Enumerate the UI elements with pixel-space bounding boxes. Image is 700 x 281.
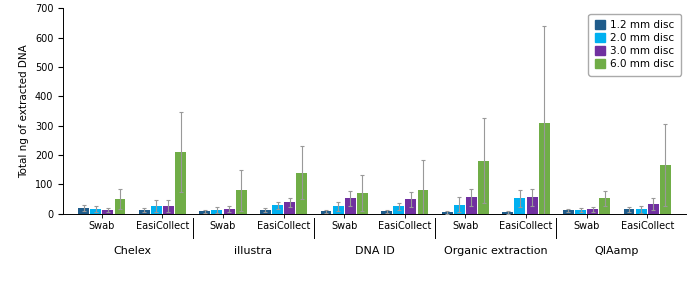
Bar bbox=[405, 200, 416, 214]
Bar bbox=[575, 210, 586, 214]
Bar bbox=[514, 198, 526, 214]
Text: DNA ID: DNA ID bbox=[355, 246, 394, 256]
Bar bbox=[539, 123, 550, 214]
Bar bbox=[648, 204, 659, 214]
Bar bbox=[624, 209, 634, 214]
Bar bbox=[321, 211, 332, 214]
Bar bbox=[357, 193, 368, 214]
Bar bbox=[163, 206, 174, 214]
Bar bbox=[78, 208, 89, 214]
Bar bbox=[175, 152, 186, 214]
Bar bbox=[102, 210, 113, 214]
Bar bbox=[223, 209, 235, 214]
Bar bbox=[417, 189, 428, 214]
Bar bbox=[587, 209, 598, 214]
Text: QIAamp: QIAamp bbox=[595, 246, 639, 256]
Bar bbox=[151, 206, 162, 214]
Bar bbox=[90, 209, 101, 214]
Legend: 1.2 mm disc, 2.0 mm disc, 3.0 mm disc, 6.0 mm disc: 1.2 mm disc, 2.0 mm disc, 3.0 mm disc, 6… bbox=[589, 14, 681, 76]
Bar bbox=[599, 198, 610, 214]
Y-axis label: Total ng of extracted DNA: Total ng of extracted DNA bbox=[19, 44, 29, 178]
Bar bbox=[526, 198, 538, 214]
Text: Chelex: Chelex bbox=[113, 246, 151, 256]
Bar bbox=[393, 206, 404, 214]
Bar bbox=[296, 173, 307, 214]
Bar bbox=[211, 210, 223, 214]
Bar bbox=[503, 212, 513, 214]
Bar bbox=[478, 161, 489, 214]
Bar bbox=[236, 190, 246, 214]
Bar bbox=[272, 205, 283, 214]
Bar bbox=[636, 209, 647, 214]
Bar bbox=[115, 199, 125, 214]
Bar bbox=[382, 211, 392, 214]
Bar bbox=[345, 198, 356, 214]
Bar bbox=[199, 211, 210, 214]
Bar bbox=[139, 210, 150, 214]
Bar bbox=[442, 212, 453, 214]
Text: Organic extraction: Organic extraction bbox=[444, 246, 547, 256]
Bar bbox=[260, 210, 271, 214]
Bar bbox=[466, 198, 477, 214]
Bar bbox=[563, 210, 574, 214]
Bar bbox=[454, 205, 465, 214]
Bar bbox=[284, 202, 295, 214]
Bar bbox=[332, 206, 344, 214]
Bar bbox=[660, 165, 671, 214]
Text: illustra: illustra bbox=[234, 246, 272, 256]
